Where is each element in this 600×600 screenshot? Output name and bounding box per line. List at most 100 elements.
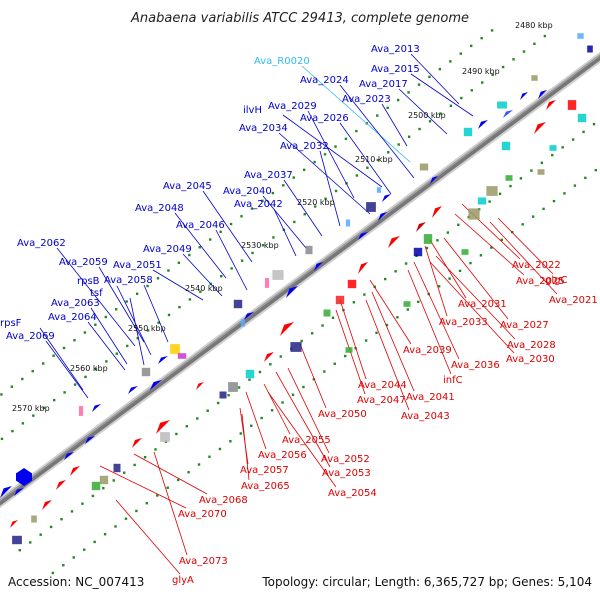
gene-arrow[interactable] <box>546 100 556 110</box>
gene-label-plus[interactable]: Ava_2015 <box>371 64 420 75</box>
gene-label-minus[interactable]: Ava_2043 <box>401 411 450 422</box>
gene-label-minus[interactable]: Ava_2031 <box>458 299 507 310</box>
gene-arrow[interactable] <box>128 386 138 394</box>
gene-label-plus[interactable]: tsf <box>90 288 103 299</box>
gene-label-plus[interactable]: Ava_2046 <box>176 220 225 231</box>
gene-block[interactable] <box>461 249 469 255</box>
gene-label-plus[interactable]: Ava_2017 <box>359 79 408 90</box>
gene-block[interactable] <box>501 141 511 151</box>
gene-block[interactable] <box>305 245 313 255</box>
gene-label-minus[interactable]: Ava_2055 <box>282 435 331 446</box>
gene-block[interactable] <box>419 163 429 171</box>
gene-label-minus[interactable]: Ava_2073 <box>179 556 228 567</box>
gene-label-plus[interactable]: Ava_2045 <box>163 181 212 192</box>
gene-label-minus[interactable]: Ava_2070 <box>178 509 227 520</box>
gene-label-plus[interactable]: Ava_2037 <box>244 170 293 181</box>
gene-label-minus[interactable]: Ava_2036 <box>451 360 500 371</box>
gene-block[interactable] <box>468 208 480 220</box>
gene-label-minus[interactable]: Ava_2021 <box>549 295 598 306</box>
gene-block[interactable] <box>160 432 170 442</box>
gene-block[interactable] <box>403 301 411 307</box>
gene-block[interactable] <box>91 481 101 491</box>
gene-block[interactable] <box>345 219 351 227</box>
gene-label-plus[interactable]: Ava_2040 <box>223 186 272 197</box>
gene-block[interactable] <box>272 270 284 280</box>
gene-label-minus[interactable]: glyA <box>172 575 194 586</box>
gene-arrow[interactable] <box>158 356 168 364</box>
gene-label-minus[interactable]: glgC <box>545 275 567 286</box>
gene-label-plus[interactable]: Ava_2034 <box>239 123 288 134</box>
gene-label-minus[interactable]: Ava_2065 <box>241 481 290 492</box>
gene-label-minus[interactable]: Ava_2027 <box>500 320 549 331</box>
gene-block[interactable] <box>99 475 109 485</box>
gene-block[interactable] <box>16 468 32 486</box>
gene-block[interactable] <box>413 247 423 257</box>
gene-label-minus[interactable]: Ava_2050 <box>318 409 367 420</box>
gene-block[interactable] <box>219 391 227 399</box>
gene-arrow[interactable] <box>520 92 528 100</box>
gene-arrow[interactable] <box>132 438 142 448</box>
gene-block[interactable] <box>587 45 593 53</box>
gene-block[interactable] <box>463 127 473 137</box>
gene-arrow[interactable] <box>416 222 426 232</box>
gene-label-minus[interactable]: Ava_2054 <box>328 488 377 499</box>
gene-label-plus[interactable]: rpsF <box>0 318 22 329</box>
gene-block[interactable] <box>228 382 238 392</box>
gene-label-plus[interactable]: Ava_2024 <box>300 75 349 86</box>
gene-label-plus[interactable]: Ava_2058 <box>104 275 153 286</box>
gene-block[interactable] <box>170 344 180 354</box>
gene-block[interactable] <box>345 347 353 353</box>
gene-arrow[interactable] <box>430 176 438 184</box>
gene-arrow[interactable] <box>432 206 442 218</box>
gene-label-minus[interactable]: Ava_2025 <box>516 276 565 287</box>
gene-block[interactable] <box>347 279 357 289</box>
gene-label-minus[interactable]: Ava_2022 <box>512 260 561 271</box>
gene-arrow[interactable] <box>244 312 254 320</box>
gene-label-plus[interactable]: rpsB <box>77 276 100 287</box>
gene-arrow[interactable] <box>92 404 101 412</box>
gene-arrow[interactable] <box>358 232 368 240</box>
gene-arrow[interactable] <box>10 520 18 528</box>
gene-block[interactable] <box>290 342 302 352</box>
gene-label-plus[interactable]: Ava_R0020 <box>254 56 310 67</box>
gene-label-plus[interactable]: Ava_2026 <box>300 113 349 124</box>
gene-label-minus[interactable]: Ava_2033 <box>439 317 488 328</box>
gene-arrow[interactable] <box>70 466 80 476</box>
gene-block[interactable] <box>177 353 187 359</box>
gene-arrow[interactable] <box>378 212 387 221</box>
gene-arrow[interactable] <box>64 452 74 460</box>
gene-label-minus[interactable]: Ava_2044 <box>358 380 407 391</box>
gene-label-minus[interactable]: Ava_2068 <box>199 495 248 506</box>
gene-block[interactable] <box>376 187 382 193</box>
gene-label-plus[interactable]: Ava_2013 <box>371 44 420 55</box>
gene-arrow[interactable] <box>0 486 12 498</box>
gene-arrow[interactable] <box>14 488 24 496</box>
gene-arrow[interactable] <box>85 436 95 444</box>
gene-arrow[interactable] <box>156 420 170 434</box>
gene-block[interactable] <box>113 463 121 473</box>
gene-label-minus[interactable]: Ava_2053 <box>322 468 371 479</box>
gene-label-minus[interactable]: Ava_2041 <box>406 392 455 403</box>
gene-label-plus[interactable]: Ava_2023 <box>342 94 391 105</box>
gene-label-minus[interactable]: Ava_2028 <box>507 340 556 351</box>
gene-block[interactable] <box>240 319 246 327</box>
gene-label-plus[interactable]: Ava_2063 <box>51 298 100 309</box>
gene-block[interactable] <box>233 299 243 309</box>
gene-arrow[interactable] <box>478 120 488 129</box>
gene-label-plus[interactable]: Ava_2051 <box>113 260 162 271</box>
gene-arrow[interactable] <box>150 380 162 390</box>
gene-arrow[interactable] <box>503 110 513 118</box>
gene-block[interactable] <box>335 295 345 305</box>
gene-block[interactable] <box>549 145 557 151</box>
gene-block[interactable] <box>486 186 498 196</box>
gene-block[interactable] <box>12 535 22 545</box>
gene-arrow[interactable] <box>264 352 274 362</box>
gene-label-plus[interactable]: Ava_2069 <box>6 331 55 342</box>
gene-block[interactable] <box>31 515 37 523</box>
gene-label-minus[interactable]: Ava_2052 <box>321 454 370 465</box>
gene-label-plus[interactable]: Ava_2048 <box>135 203 184 214</box>
gene-label-plus[interactable]: Ava_2049 <box>143 244 192 255</box>
gene-block[interactable] <box>577 113 587 123</box>
gene-arrow[interactable] <box>382 194 391 202</box>
gene-label-plus[interactable]: Ava_2064 <box>48 312 97 323</box>
